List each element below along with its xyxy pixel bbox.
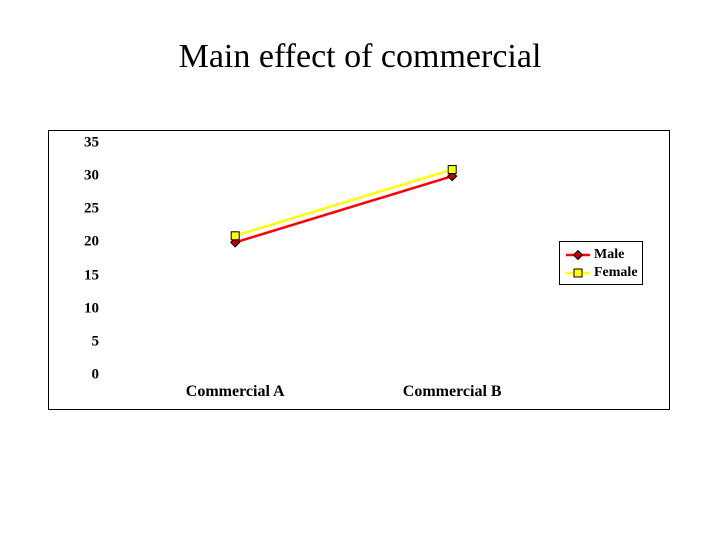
chart-container: 05101520253035 Commercial ACommercial B … <box>48 130 670 410</box>
series-marker <box>231 232 239 240</box>
series-line <box>235 170 452 236</box>
y-tick-label: 20 <box>69 234 99 251</box>
slide-title: Main effect of commercial <box>0 38 720 76</box>
y-tick-label: 15 <box>69 267 99 284</box>
series-marker <box>448 166 456 174</box>
y-tick-label: 25 <box>69 201 99 218</box>
y-tick-label: 0 <box>69 367 99 384</box>
chart-plot <box>105 143 539 375</box>
y-tick-label: 5 <box>69 333 99 350</box>
legend-label: Male <box>594 247 624 263</box>
legend-item: Female <box>566 264 638 282</box>
series-line <box>235 176 452 242</box>
legend-item: Male <box>566 246 624 264</box>
x-tick-label: Commercial A <box>186 383 285 401</box>
y-tick-label: 35 <box>69 135 99 152</box>
legend-label: Female <box>594 265 638 281</box>
chart-legend: Male Female <box>559 241 643 285</box>
x-tick-label: Commercial B <box>403 383 502 401</box>
slide: Main effect of commercial 0 5 10 15 20 25 30 35… <box>0 0 720 540</box>
diamond-marker-icon <box>566 248 590 262</box>
square-marker-icon <box>566 266 590 280</box>
y-tick-label: 10 <box>69 300 99 317</box>
y-tick-label: 30 <box>69 168 99 185</box>
